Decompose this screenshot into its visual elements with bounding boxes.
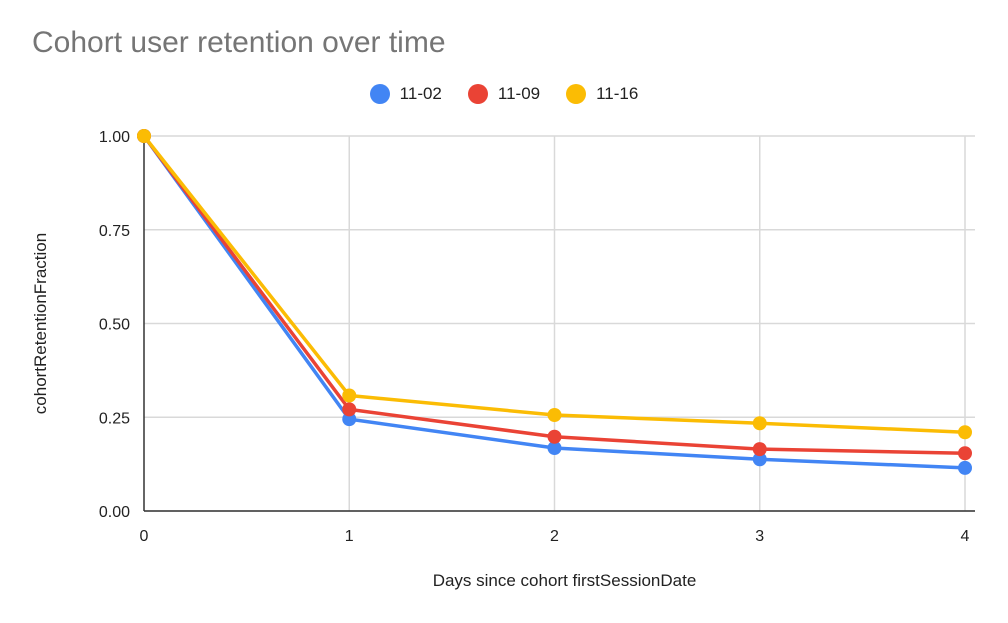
legend-item: 11-16 (566, 84, 638, 104)
x-tick-label: 1 (345, 528, 354, 545)
data-point-11-09 (958, 446, 972, 461)
legend: 11-02 11-09 11-16 (0, 84, 1008, 104)
data-point-11-02 (547, 441, 562, 455)
legend-label: 11-09 (497, 84, 541, 103)
data-point-11-02 (752, 452, 767, 467)
data-point-11-16 (958, 425, 972, 440)
x-tick-label: 3 (755, 528, 764, 545)
legend-item: 11-09 (467, 84, 541, 104)
y-axis-label: cohortRetentionFraction (31, 233, 50, 414)
data-point-11-02 (958, 460, 972, 475)
data-point-11-09 (342, 402, 357, 417)
legend-label: 11-16 (596, 84, 639, 103)
data-point-11-16 (137, 129, 151, 143)
y-tick-label: 1.00 (99, 129, 130, 146)
x-tick-label: 4 (961, 528, 970, 545)
chart-title: Cohort user retention over time (32, 26, 446, 59)
x-tick-label: 0 (140, 528, 149, 545)
data-point-11-16 (342, 388, 357, 403)
data-point-11-16 (752, 416, 767, 431)
legend-marker-icon (467, 84, 488, 104)
x-axis-label: Days since cohort firstSessionDate (433, 571, 697, 590)
data-point-11-02 (342, 412, 357, 427)
y-tick-label: 0.00 (99, 504, 130, 521)
y-tick-label: 0.50 (99, 317, 130, 334)
legend-marker-icon (566, 84, 587, 104)
y-tick-label: 0.25 (99, 410, 130, 427)
x-tick-label: 2 (550, 528, 559, 545)
legend-marker-icon (369, 84, 390, 104)
data-point-11-09 (752, 442, 767, 457)
y-tick-label: 0.75 (99, 223, 130, 240)
data-point-11-16 (547, 408, 562, 422)
data-point-11-09 (547, 429, 562, 444)
legend-label: 11-02 (399, 84, 442, 103)
legend-item: 11-02 (369, 84, 442, 104)
